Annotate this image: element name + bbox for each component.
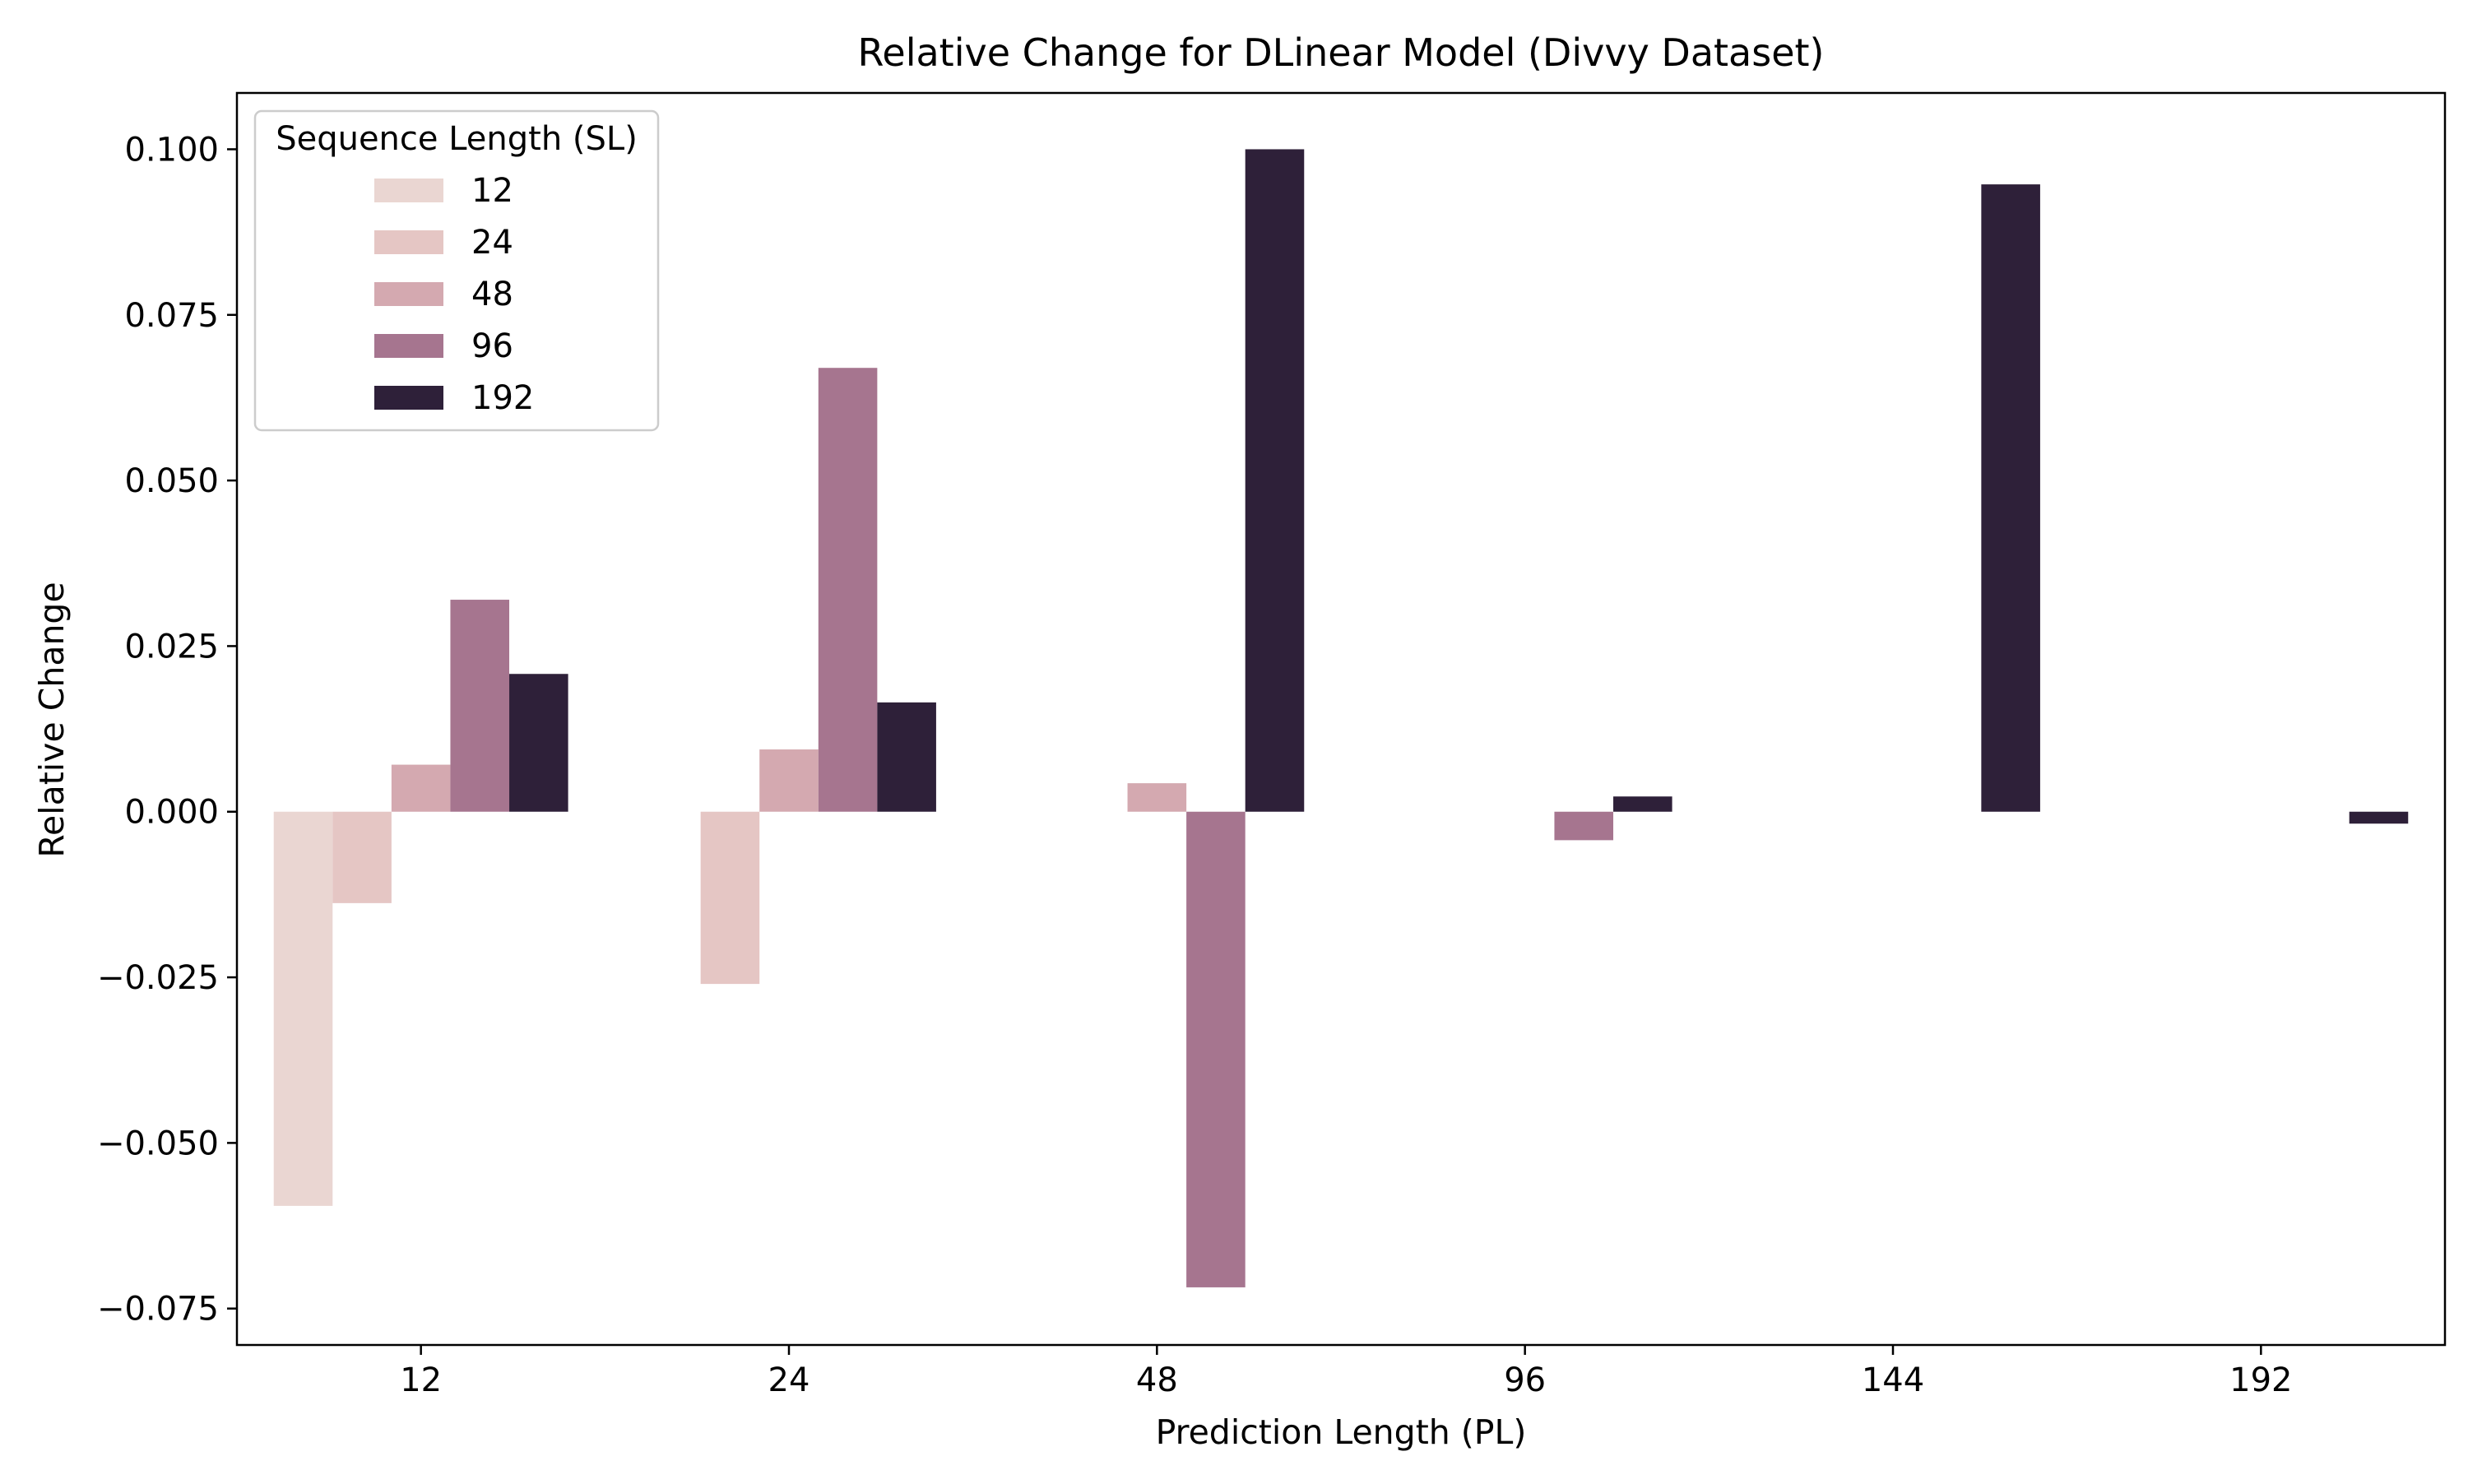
legend-swatch: [374, 230, 443, 254]
bar: [700, 811, 760, 985]
legend-swatch: [374, 282, 443, 306]
y-tick-label: 0.000: [124, 794, 219, 832]
legend-title: Sequence Length (SL): [276, 120, 638, 158]
bar: [818, 368, 878, 812]
legend-label: 96: [471, 327, 513, 365]
y-tick-label: 0.100: [124, 131, 219, 169]
bar: [759, 749, 819, 812]
plot-frame: [235, 91, 2447, 1347]
bar: [1554, 811, 1614, 841]
bar: [450, 600, 510, 812]
chart-title: Relative Change for DLinear Model (Divvy…: [858, 30, 1825, 75]
bar: [2349, 811, 2409, 824]
x-tick-label: 24: [768, 1361, 810, 1399]
legend-label: 192: [471, 379, 534, 417]
legend-box: [253, 109, 660, 432]
x-tick-label: 192: [2229, 1361, 2292, 1399]
bar: [877, 702, 936, 812]
x-tick-label: 144: [1862, 1361, 1924, 1399]
x-tick-label: 48: [1136, 1361, 1178, 1399]
bar: [273, 811, 333, 1206]
bar: [391, 764, 451, 812]
bar: [1186, 811, 1246, 1287]
bar: [332, 811, 392, 903]
legend-swatch: [374, 334, 443, 358]
x-axis-ticks: 12 24 48 96 144 192: [400, 1345, 2293, 1399]
bar: [1981, 184, 2040, 812]
legend: Sequence Length (SL) 12 24 48 96 192: [253, 109, 660, 432]
legend-swatch: [374, 386, 443, 410]
legend-label: 24: [471, 224, 513, 262]
bar: [1127, 783, 1187, 812]
legend-label: 48: [471, 276, 513, 313]
y-axis-ticks: −0.075 −0.050 −0.025 0.000 0.025 0.050 0.075 0.…: [97, 131, 237, 1329]
bar: [1613, 796, 1672, 812]
x-tick-label: 12: [400, 1361, 442, 1399]
bars-layer: [273, 149, 2409, 1287]
legend-swatch: [374, 179, 443, 202]
y-tick-label: −0.025: [97, 959, 219, 997]
bar: [509, 674, 568, 812]
y-tick-label: 0.025: [124, 628, 219, 665]
legend-label: 12: [471, 172, 513, 210]
x-axis-label: Prediction Length (PL): [1156, 1412, 1527, 1452]
bar: [1245, 149, 1305, 812]
y-tick-label: −0.075: [97, 1291, 219, 1329]
y-tick-label: 0.075: [124, 297, 219, 335]
y-tick-label: 0.050: [124, 462, 219, 500]
y-axis-label: Relative Change: [32, 582, 72, 857]
y-tick-label: −0.050: [97, 1125, 219, 1162]
x-tick-label: 96: [1504, 1361, 1546, 1399]
